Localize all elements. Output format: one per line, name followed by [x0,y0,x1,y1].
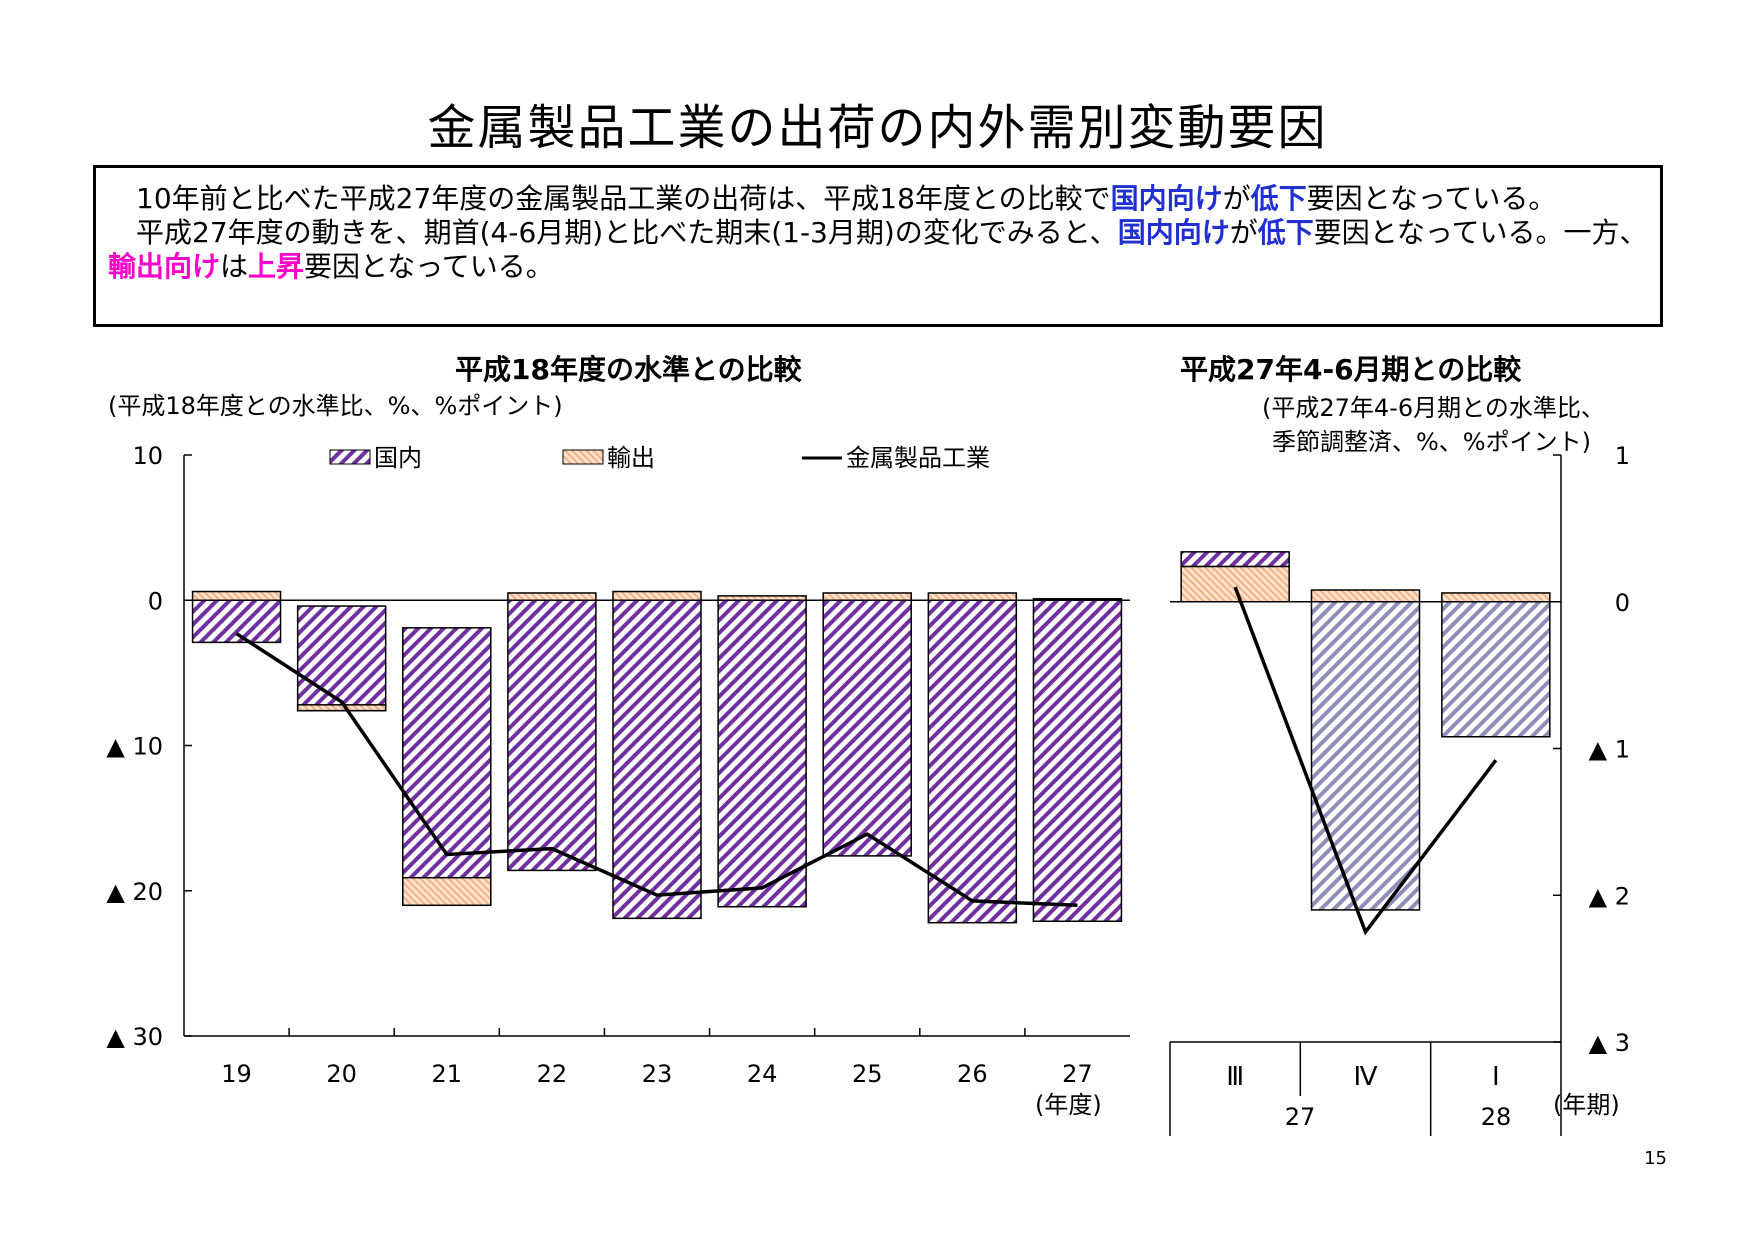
left-bar-domestic [1032,599,1123,923]
right-bar-domestic [1441,601,1551,738]
right-chart-unit-note-1: (平成27年4-6月期との水準比、 [1262,394,1605,422]
left-x-tick-label: 20 [326,1060,357,1088]
left-x-tick-label: 25 [852,1060,883,1088]
legend-domestic-swatch [329,449,371,465]
right-chart-unit-note-2: 季節調整済、%、%ポイント) [1272,428,1591,456]
left-x-tick-label: 27 [1062,1060,1093,1088]
left-y-tick-label: ▲ 10 [106,733,163,761]
left-x-tick-label: 24 [747,1060,778,1088]
summary-keyword: 国内向け [1110,182,1223,215]
left-chart-unit-note: (平成18年度との水準比、%、%ポイント) [108,392,563,420]
left-bar-export [927,592,1018,601]
left-bar-domestic [191,599,282,644]
left-x-tick-label: 23 [642,1060,673,1088]
right-series-line [1233,586,1498,936]
legend: 国内 輸出 金属製品工業 [329,444,990,472]
summary-text: が [1229,216,1258,249]
left-bar-export [191,590,282,601]
legend-domestic-label: 国内 [374,444,422,472]
summary-text: 平成27年度の動きを、期首(4-6月期)と比べた期末(1-3月期)の変化でみると… [136,216,1118,249]
left-chart-title: 平成18年度の水準との比較 [455,353,802,386]
left-y-tick-label: 0 [148,587,163,615]
left-bar-export [507,592,597,601]
left-bar-domestic [402,627,492,907]
summary-keyword: 上昇 [248,250,305,283]
year-label-27: 27 [1285,1103,1316,1131]
right-y-tick-label: ▲ 3 [1589,1029,1630,1057]
summary-keyword: 輸出向け [108,250,221,283]
summary-paragraph-1: 10年前と比べた平成27年度の金属製品工業の出荷は、平成18年度との比較で国内向… [108,182,1648,216]
right-y-tick-label: 1 [1615,442,1630,470]
right-bar-export [1310,589,1421,603]
left-bar-domestic [507,599,597,872]
left-x-tick-label: 19 [221,1060,252,1088]
right-bar-export [1441,592,1551,603]
left-x-unit-label: (年度) [1035,1091,1102,1119]
right-chart: 1 0 ▲ 1 ▲ 2 ▲ 3 Ⅲ Ⅳ Ⅰ [1169,442,1630,1136]
left-x-tick-label: 22 [537,1060,568,1088]
summary-text: が [1222,182,1251,215]
summary-text: は [220,250,249,283]
left-bar-domestic [296,605,387,712]
left-bar-domestic [927,599,1018,924]
left-x-tick-label: 21 [432,1060,463,1088]
left-bar-domestic [717,599,807,908]
right-bar-export [1180,565,1290,603]
left-bar-export [822,592,912,601]
summary-text: 要因となっている。一方、 [1313,216,1648,249]
left-bar-domestic [612,599,702,920]
left-bar-export [402,876,492,907]
legend-export-swatch [562,449,604,465]
summary-box: 10年前と比べた平成27年度の金属製品工業の出荷は、平成18年度との比較で国内向… [93,165,1663,327]
right-y-tick-label: ▲ 2 [1589,882,1630,910]
left-bar-export [612,590,702,601]
right-bar-domestic [1310,601,1421,911]
page-number: 15 [1644,1148,1667,1169]
summary-text: 要因となっている。 [304,250,554,283]
right-bar-domestic [1180,551,1290,568]
page-title: 金属製品工業の出荷の内外需別変動要因 [427,100,1328,156]
summary-text: 10年前と比べた平成27年度の金属製品工業の出荷は、平成18年度との比較で [136,182,1111,215]
right-x-unit-label: (年期) [1553,1091,1620,1119]
summary-keyword: 低下 [1257,216,1314,249]
left-y-tick-label: 10 [132,442,163,470]
right-chart-title: 平成27年4-6月期との比較 [1180,353,1522,386]
right-x-tick-label: Ⅳ [1354,1062,1378,1092]
left-y-tick-label: ▲ 20 [106,878,163,906]
left-series-line [235,632,1078,908]
left-y-tick-label: ▲ 30 [106,1023,163,1051]
left-bar-export [296,704,387,712]
left-x-tick-label: 26 [957,1060,988,1088]
right-x-tick-label: Ⅲ [1226,1062,1244,1092]
right-x-tick-label: Ⅰ [1492,1062,1500,1092]
summary-keyword: 国内向け [1117,216,1230,249]
right-y-tick-label: ▲ 1 [1589,736,1630,764]
year-label-28: 28 [1481,1103,1512,1131]
summary-keyword: 低下 [1250,182,1307,215]
right-y-tick-label: 0 [1615,589,1630,617]
summary-text: 要因となっている。 [1306,182,1557,215]
left-chart: 10 0 ▲ 10 ▲ 20 ▲ 30 19 20 21 22 23 24 25 26 27 [106,442,1130,1088]
summary-paragraph-2: 平成27年度の動きを、期首(4-6月期)と比べた期末(1-3月期)の変化でみると… [108,216,1648,284]
left-bar-domestic [822,599,912,857]
legend-export-label: 輸出 [607,444,655,472]
legend-total-label: 金属製品工業 [846,444,990,472]
